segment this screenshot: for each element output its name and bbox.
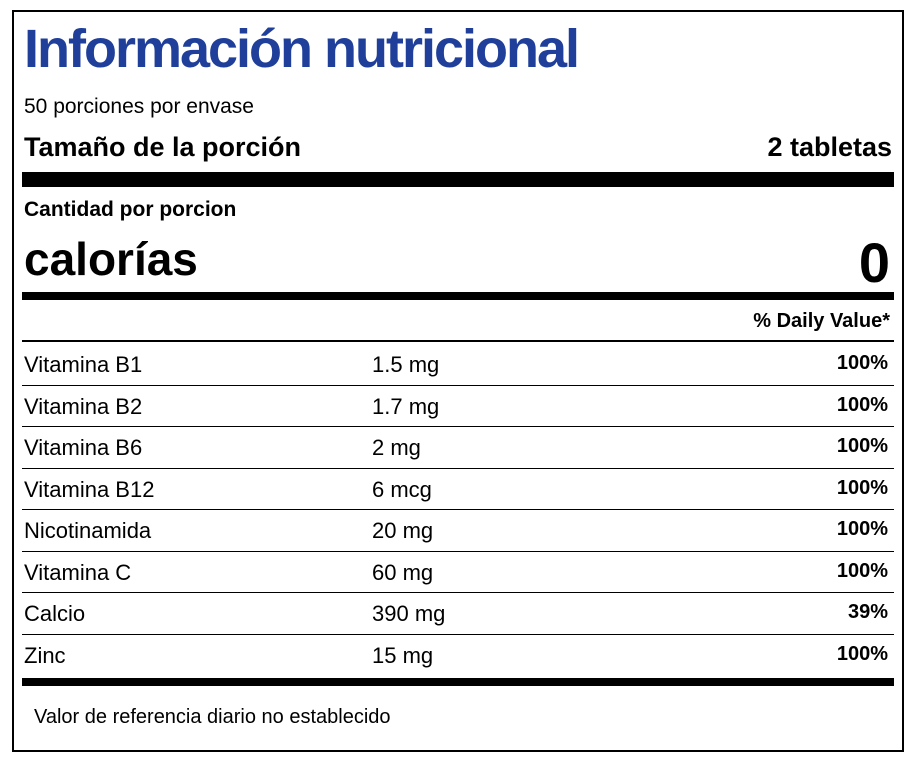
nutrient-name: Calcio (24, 601, 86, 626)
calories-value: 0 (858, 231, 890, 294)
nutrient-row: Vitamina B1 1.5 mg 100% (22, 344, 894, 386)
nutrient-daily-value: 100% (836, 518, 888, 540)
nutrient-name: Vitamina C (24, 559, 132, 585)
calories-label: calorías (24, 233, 198, 285)
nutrient-name: Vitamina B1 (24, 352, 143, 377)
nutrient-row: Vitamina B12 6 mcg 100% (22, 469, 894, 510)
medium-divider (22, 292, 894, 300)
nutrient-list: Vitamina B1 1.5 mg 100% Vitamina B2 1.7 … (22, 344, 894, 676)
nutrient-daily-value: 100% (836, 476, 888, 499)
serving-size-value: 2 tabletas (767, 132, 892, 162)
nutrient-row: Vitamina B6 2 mg 100% (22, 427, 894, 469)
nutrient-row: Nicotinamida 20 mg 100% (22, 510, 894, 552)
amount-per-serving-label: Cantidad por porcion (24, 198, 237, 221)
nutrient-amount: 6 mcg (372, 476, 432, 502)
nutrient-daily-value: 100% (836, 393, 888, 416)
nutrient-daily-value: 39% (847, 601, 888, 623)
servings-per-container: 50 porciones por envase (24, 95, 254, 118)
nutrient-name: Vitamina B12 (24, 476, 155, 502)
nutrient-name: Zinc (24, 642, 66, 668)
nutrient-amount: 15 mg (372, 642, 434, 668)
nutrient-daily-value: 100% (836, 642, 888, 665)
footnote: Valor de referencia diario no establecid… (34, 706, 391, 728)
daily-value-header: % Daily Value* (753, 310, 890, 332)
nutrient-row: Vitamina B2 1.7 mg 100% (22, 386, 894, 427)
nutrient-amount: 1.5 mg (372, 352, 440, 377)
thick-divider (22, 172, 894, 187)
nutrient-amount: 20 mg (372, 518, 434, 543)
nutrition-facts-panel: Información nutricional 50 porciones por… (12, 10, 904, 752)
bottom-divider (22, 678, 894, 686)
nutrient-amount: 1.7 mg (372, 393, 440, 419)
nutrient-amount: 390 mg (372, 601, 446, 626)
nutrient-row: Zinc 15 mg 100% (22, 635, 894, 677)
nutrient-amount: 2 mg (372, 435, 421, 460)
nutrient-daily-value: 100% (836, 352, 888, 374)
nutrient-daily-value: 100% (836, 435, 888, 457)
nutrient-name: Nicotinamida (24, 518, 152, 543)
label-title: Información nutricional (24, 19, 580, 79)
serving-size-label: Tamaño de la porción (24, 132, 302, 162)
nutrient-name: Vitamina B6 (24, 435, 143, 460)
nutrient-amount: 60 mg (372, 559, 434, 585)
nutrient-row: Vitamina C 60 mg 100% (22, 552, 894, 593)
nutrient-name: Vitamina B2 (24, 393, 143, 419)
header-divider (22, 340, 894, 342)
nutrient-daily-value: 100% (836, 559, 888, 582)
nutrient-row: Calcio 390 mg 39% (22, 593, 894, 635)
